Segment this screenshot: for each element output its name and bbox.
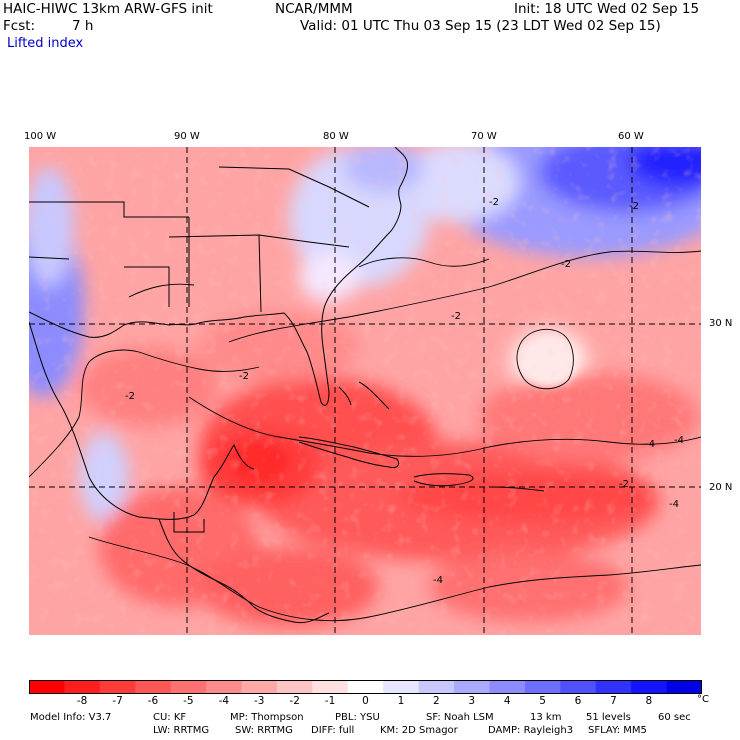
colorbar-tick-label: 0 xyxy=(362,695,369,707)
colorbar-swatch xyxy=(631,680,668,694)
colorbar-swatch xyxy=(489,680,526,694)
field-texture xyxy=(29,147,701,635)
colorbar-swatch xyxy=(135,680,172,694)
colorbar-tick-label: -2 xyxy=(289,695,300,707)
contour-label: -4 xyxy=(645,439,655,450)
forecast-hour: 7 h xyxy=(72,18,94,34)
colorbar-tick-label: 4 xyxy=(503,695,511,707)
colorbar-tick-label: -8 xyxy=(76,695,88,707)
colorbar-tick-label: -1 xyxy=(324,695,336,707)
colorbar-swatch xyxy=(312,680,349,694)
lon-label: 80 W xyxy=(323,131,349,142)
colorbar-tick-label: -6 xyxy=(147,695,159,707)
contour-label: -2 xyxy=(619,479,629,490)
colorbar-border xyxy=(29,680,702,694)
footer-resolution: 13 km xyxy=(530,712,562,723)
colorbar-tick-label: -5 xyxy=(183,695,194,707)
colorbar-swatch xyxy=(560,680,597,694)
colorbar-swatch xyxy=(347,680,384,694)
footer-sf: SF: Noah LSM xyxy=(426,712,494,723)
colorbar-swatch xyxy=(241,680,278,694)
colorbar-tick-label: -7 xyxy=(112,695,123,707)
footer-pbl: PBL: YSU xyxy=(335,712,380,723)
colorbar-tick-label: 6 xyxy=(574,695,582,707)
colorbar-swatch xyxy=(595,680,632,694)
footer-timestep: 60 sec xyxy=(658,712,691,723)
footer-sw: SW: RRTMG xyxy=(235,725,293,736)
colorbar-swatch xyxy=(383,680,420,694)
contour-lines xyxy=(29,250,701,622)
colorbar-unit: °C xyxy=(697,694,709,705)
colorbar-tick-label: 1 xyxy=(397,695,405,707)
colorbar-swatch xyxy=(276,680,313,694)
contour-label: -4 xyxy=(674,435,684,446)
graticule xyxy=(29,147,701,635)
lon-label: 60 W xyxy=(618,131,644,142)
colorbar-swatch xyxy=(418,680,455,694)
contour-label: -2 xyxy=(125,391,135,402)
contour-label: -4 xyxy=(433,575,443,586)
model-title: HAIC-HIWC 13km ARW-GFS init xyxy=(3,1,213,17)
footer-lw: LW: RRTMG xyxy=(153,725,210,736)
org-label: NCAR/MMM xyxy=(275,1,353,17)
contour-label: -2 xyxy=(451,311,461,322)
coastlines xyxy=(29,147,545,624)
footer-mp: MP: Thompson xyxy=(230,712,304,723)
lat-label: 30 N xyxy=(709,318,733,329)
footer-levels: 51 levels xyxy=(586,712,631,723)
contour-label: -4 xyxy=(669,499,679,510)
footer-damp: DAMP: Rayleigh3 xyxy=(488,725,574,736)
colorbar-tick-label: 2 xyxy=(432,695,440,707)
footer-km: KM: 2D Smagor xyxy=(380,725,458,736)
colorbar-swatch xyxy=(206,680,243,694)
contour-label: -2 xyxy=(561,259,571,270)
colorbar-tick-label: 5 xyxy=(539,695,546,707)
lon-label: 70 W xyxy=(471,131,497,142)
lon-label: 90 W xyxy=(174,131,200,142)
colorbar-swatch xyxy=(454,680,490,694)
contour-label: -2 xyxy=(489,197,499,208)
field-name: Lifted index xyxy=(7,36,84,51)
lifted-index-map: -2 -2 -2 -2 -2 -2 -2 -4 -4 -4 -4 xyxy=(29,147,701,635)
footer-diff: DIFF: full xyxy=(311,725,355,736)
colorbar-swatch xyxy=(64,680,101,694)
colorbar-tick-label: -3 xyxy=(253,695,265,707)
colorbar-tick-label: -4 xyxy=(218,695,230,707)
map-canvas: -2 -2 -2 -2 -2 -2 -2 -4 -4 -4 -4 xyxy=(29,147,701,635)
init-time: Init: 18 UTC Wed 02 Sep 15 xyxy=(514,1,700,17)
lat-label: 20 N xyxy=(709,482,733,493)
colorbar-tick-label: 8 xyxy=(645,695,653,707)
colorbar-swatch xyxy=(99,680,136,694)
colorbar-swatch xyxy=(666,680,702,694)
footer-sflay: SFLAY: MM5 xyxy=(588,725,647,736)
colorbar-swatch xyxy=(524,680,561,694)
forecast-label: Fcst: xyxy=(3,18,36,34)
colorbar-tick-label: 3 xyxy=(468,695,476,707)
colorbar xyxy=(29,680,702,694)
contour-label: -2 xyxy=(629,201,639,212)
colorbar-tick-label: 7 xyxy=(610,695,617,707)
footer-model-info: Model Info: V3.7 xyxy=(30,712,112,723)
footer-cu: CU: KF xyxy=(153,712,187,723)
contour-label: -2 xyxy=(239,371,249,382)
colorbar-swatch xyxy=(29,680,65,694)
lon-label: 100 W xyxy=(24,131,57,142)
colorbar-swatch xyxy=(170,680,207,694)
valid-time: Valid: 01 UTC Thu 03 Sep 15 (23 LDT Wed … xyxy=(300,18,661,34)
